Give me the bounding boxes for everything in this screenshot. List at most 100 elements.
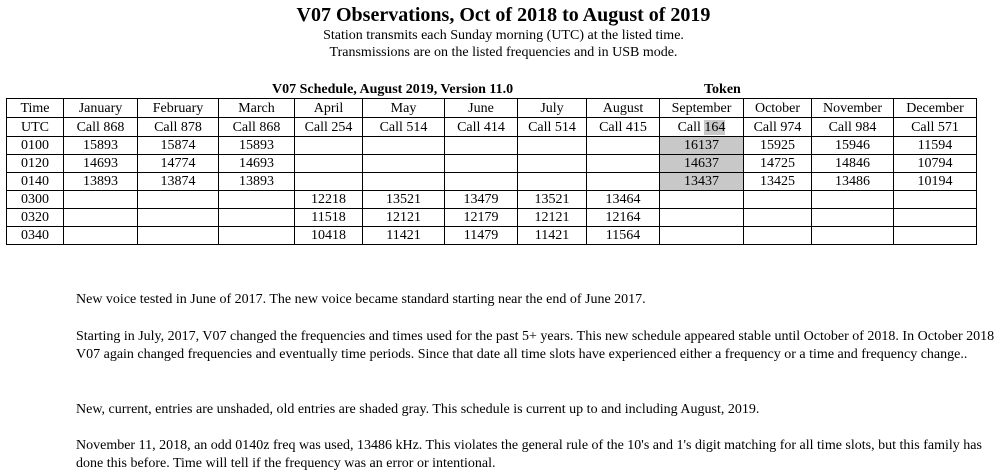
call-header: Call 984	[811, 117, 894, 137]
token-label: Token	[704, 82, 741, 97]
table-row: 0120 14693 14774 14693 14637 14725 14846 10794	[6, 154, 977, 173]
utc-header: UTC	[6, 117, 64, 137]
frequency-cell	[218, 208, 295, 227]
schedule-body: Time January February March April May June July…	[6, 98, 977, 245]
call-prefix: Call	[154, 119, 178, 135]
frequency-cell: 15925	[743, 136, 812, 155]
call-header: Call 868	[63, 117, 138, 137]
frequency-cell	[743, 190, 812, 209]
note-paragraph: New, current, entries are unshaded, old …	[76, 402, 760, 417]
frequency-cell	[444, 154, 518, 173]
month-header: June	[444, 98, 518, 118]
frequency-cell	[811, 208, 894, 227]
frequency-cell	[362, 136, 445, 155]
frequency-cell	[743, 208, 812, 227]
frequency-cell: 13437	[659, 172, 744, 191]
month-header: September	[659, 98, 744, 118]
frequency-cell	[218, 190, 295, 209]
subtitle-line-2: Transmissions are on the listed frequenc…	[329, 45, 678, 60]
frequency-cell	[659, 226, 744, 245]
month-header: November	[811, 98, 894, 118]
call-prefix: Call	[379, 119, 403, 135]
frequency-cell: 15946	[811, 136, 894, 155]
time-header: Time	[6, 98, 64, 118]
frequency-cell	[63, 226, 138, 245]
subtitle-line-1: Station transmits each Sunday morning (U…	[323, 28, 684, 43]
call-prefix: Call	[828, 119, 852, 135]
frequency-cell	[893, 190, 977, 209]
frequency-cell	[743, 226, 812, 245]
frequency-cell: 14774	[137, 154, 219, 173]
call-header: Call 415	[586, 117, 660, 137]
frequency-cell: 15874	[137, 136, 219, 155]
call-header: Call 514	[517, 117, 587, 137]
month-header: February	[137, 98, 219, 118]
call-number: 571	[937, 119, 959, 135]
schedule-table: Time January February March April May June July…	[6, 98, 977, 245]
table-row: 0100 15893 15874 15893 16137 15925 15946 11594	[6, 136, 977, 155]
frequency-cell	[811, 190, 894, 209]
page-title: V07 Observations, Oct of 2018 to August …	[296, 4, 711, 26]
call-number: 254	[331, 119, 353, 135]
month-header: December	[893, 98, 977, 118]
frequency-cell	[137, 208, 219, 227]
frequency-cell: 12121	[362, 208, 445, 227]
frequency-cell	[811, 226, 894, 245]
month-header: August	[586, 98, 660, 118]
table-row: 0140 13893 13874 13893 13437 13425 13486 10194	[6, 172, 977, 191]
call-number: 878	[180, 119, 202, 135]
note-paragraph: New voice tested in June of 2017. The ne…	[76, 292, 646, 307]
call-header: Call 974	[743, 117, 812, 137]
frequency-cell: 14693	[63, 154, 138, 173]
frequency-cell: 13893	[218, 172, 295, 191]
frequency-cell: 13874	[137, 172, 219, 191]
month-header: May	[362, 98, 445, 118]
frequency-cell: 12164	[586, 208, 660, 227]
frequency-cell	[444, 136, 518, 155]
frequency-cell: 13893	[63, 172, 138, 191]
frequency-cell: 11564	[586, 226, 660, 245]
call-header: Call 571	[893, 117, 977, 137]
call-number: 868	[103, 119, 125, 135]
frequency-cell	[218, 226, 295, 245]
frequency-cell	[63, 190, 138, 209]
table-row: 0320 11518 12121 12179 12121 12164	[6, 208, 977, 227]
call-prefix: Call	[304, 119, 328, 135]
call-number: 414	[483, 119, 505, 135]
frequency-cell	[517, 136, 587, 155]
frequency-cell: 10418	[294, 226, 363, 245]
frequency-cell: 14846	[811, 154, 894, 173]
call-number: 514	[554, 119, 576, 135]
frequency-cell: 15893	[218, 136, 295, 155]
time-cell: 0300	[6, 190, 64, 209]
call-number: 415	[625, 119, 647, 135]
frequency-cell: 10794	[893, 154, 977, 173]
call-number: 974	[780, 119, 802, 135]
frequency-cell	[444, 172, 518, 191]
month-header: March	[218, 98, 295, 118]
frequency-cell	[659, 208, 744, 227]
frequency-cell: 12218	[294, 190, 363, 209]
frequency-cell: 11518	[294, 208, 363, 227]
frequency-cell	[586, 136, 660, 155]
header-row-calls: UTC Call 868 Call 878 Call 868 Call 254 Call …	[6, 117, 977, 137]
call-number: 164	[704, 119, 726, 135]
call-prefix: Call	[457, 119, 481, 135]
note-paragraph: Starting in July, 2017, V07 changed the …	[76, 329, 995, 362]
time-cell: 0100	[6, 136, 64, 155]
month-header: July	[517, 98, 587, 118]
table-row: 0300 12218 13521 13479 13521 13464	[6, 190, 977, 209]
frequency-cell: 12121	[517, 208, 587, 227]
call-prefix: Call	[528, 119, 552, 135]
frequency-cell: 13479	[444, 190, 518, 209]
frequency-cell	[517, 172, 587, 191]
frequency-cell	[893, 208, 977, 227]
schedule-title: V07 Schedule, August 2019, Version 11.0	[272, 82, 514, 97]
frequency-cell: 11479	[444, 226, 518, 245]
time-cell: 0120	[6, 154, 64, 173]
call-number: 514	[406, 119, 428, 135]
month-header: January	[63, 98, 138, 118]
call-prefix: Call	[677, 119, 701, 135]
frequency-cell	[63, 208, 138, 227]
frequency-cell: 14725	[743, 154, 812, 173]
